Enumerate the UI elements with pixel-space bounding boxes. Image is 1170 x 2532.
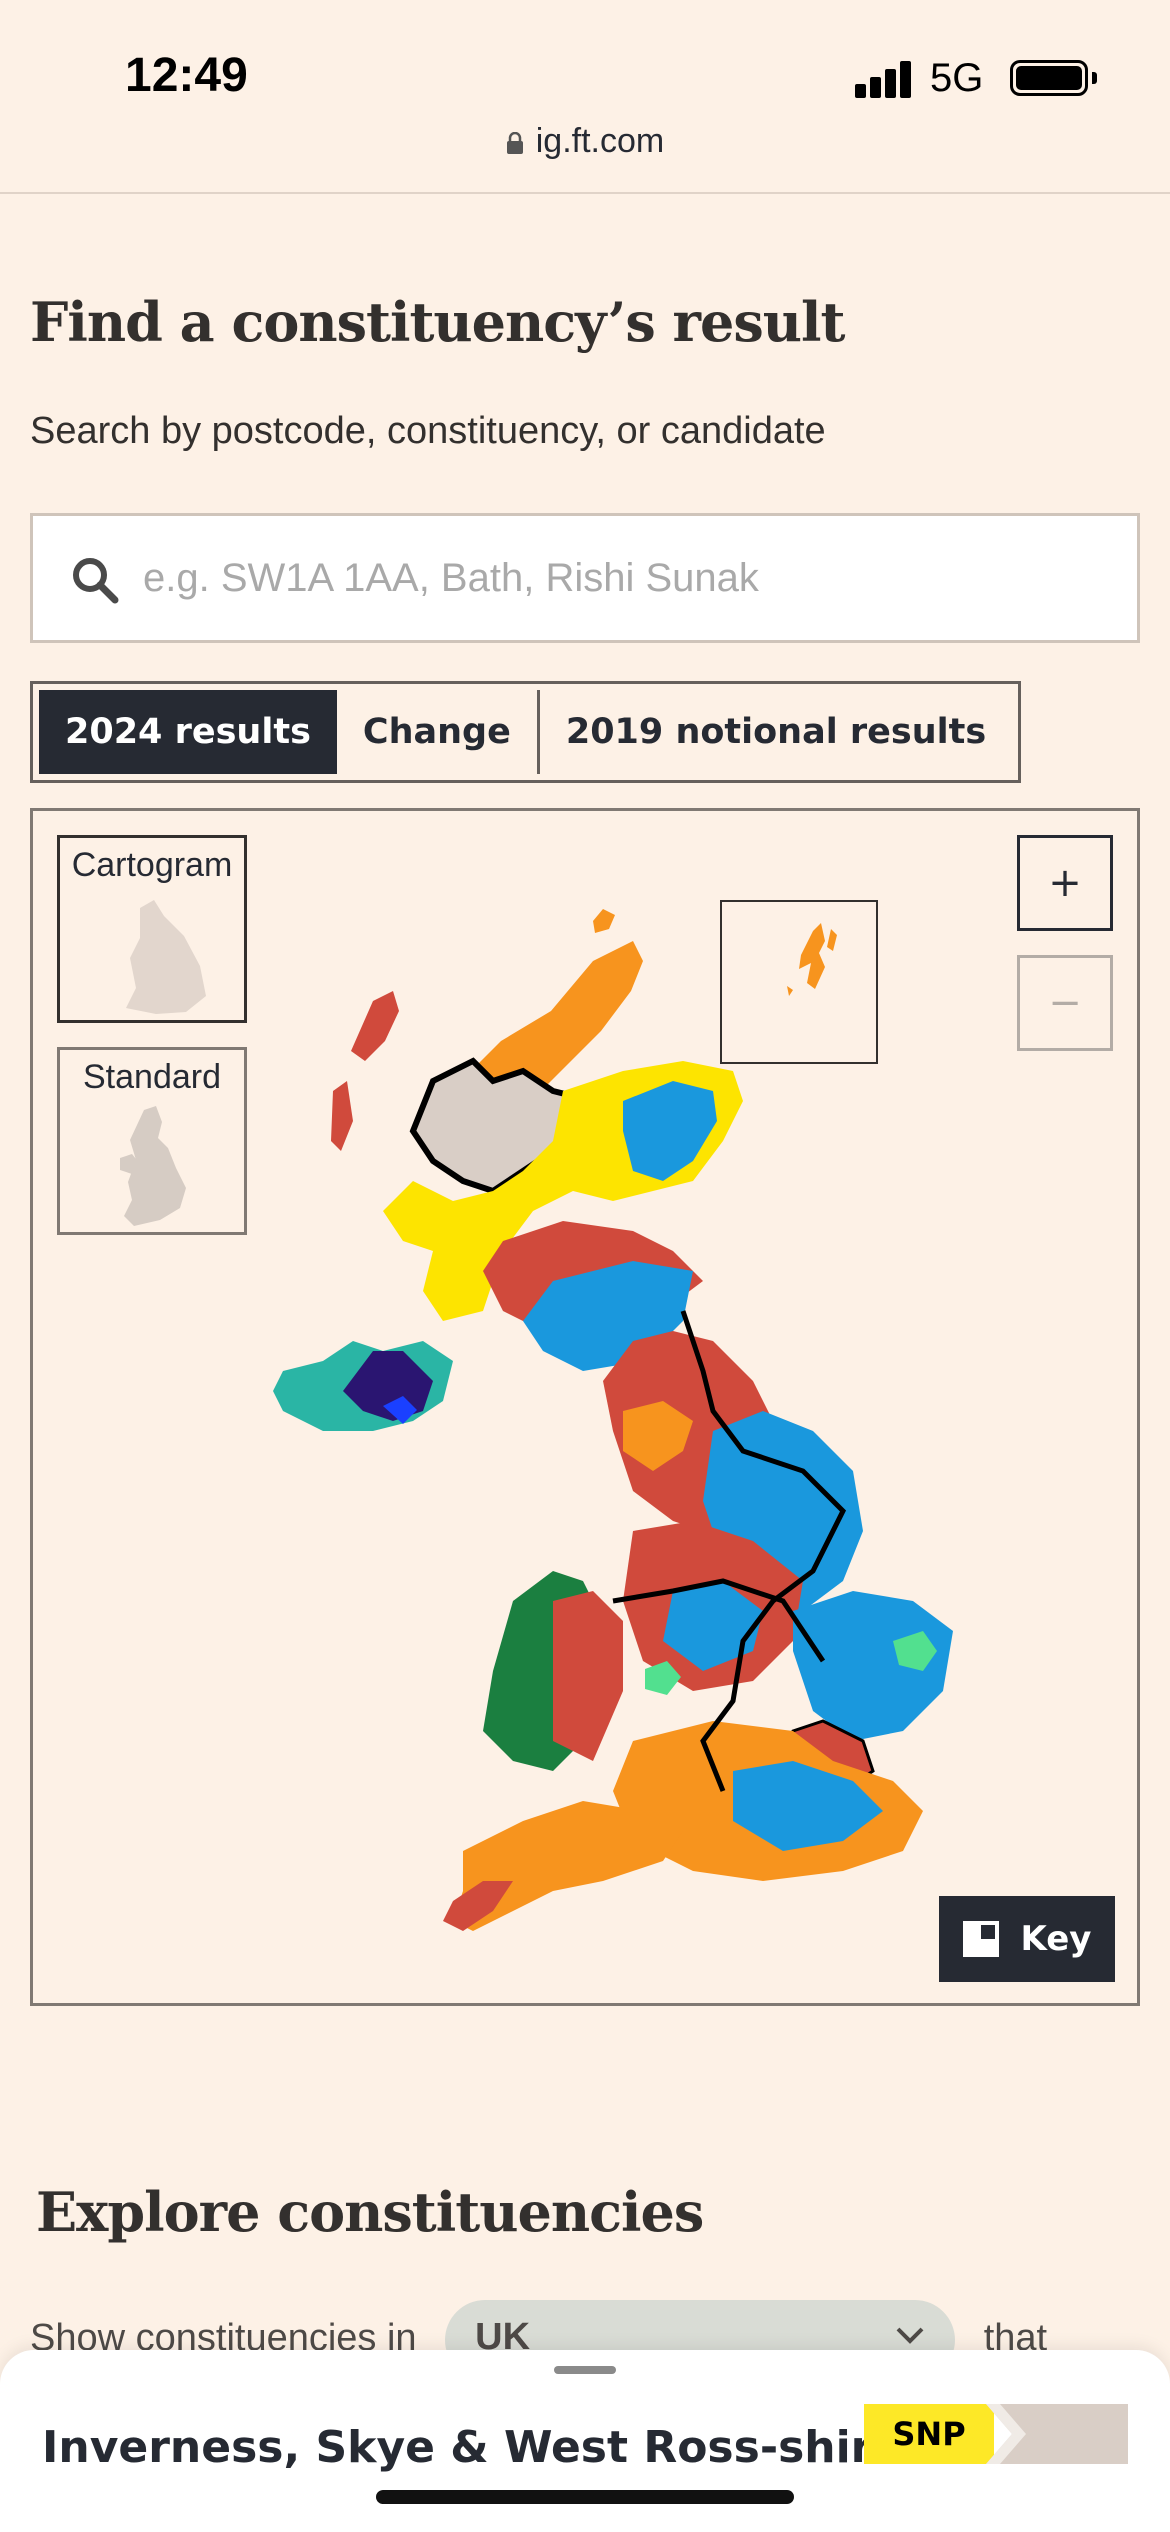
signal-icon [855, 58, 915, 98]
page-subtitle: Search by postcode, constituency, or can… [30, 410, 826, 452]
sheet-constituency-name: Inverness, Skye & West Ross-shire [42, 2422, 903, 2473]
region-western-isles[interactable] [331, 991, 399, 1151]
tab-change[interactable]: Change [362, 712, 511, 752]
region-north-libdem[interactable] [623, 1401, 693, 1471]
cartogram-thumbnail-icon [126, 900, 206, 1014]
chevron-down-icon [896, 2327, 924, 2344]
search-icon [73, 558, 119, 604]
search-box[interactable] [30, 513, 1140, 643]
region-west-midlands[interactable] [663, 1581, 763, 1671]
header-divider [0, 192, 1170, 194]
region-boundary-line [680, 1310, 847, 1792]
region-green-seat[interactable] [645, 1661, 681, 1695]
battery-icon [1010, 60, 1088, 96]
region-south-conservative[interactable] [733, 1761, 883, 1851]
map-panel[interactable]: Cartogram Standard + − Key [30, 808, 1140, 2006]
battery-tip [1092, 72, 1097, 84]
orkney-islands[interactable] [593, 909, 615, 933]
network-label: 5G [930, 56, 984, 100]
sheet-drag-handle[interactable] [554, 2366, 616, 2374]
region-boundary-line-2 [612, 1578, 826, 1663]
page-title: Find a constituency’s result [30, 290, 845, 354]
key-button[interactable]: Key [939, 1896, 1115, 1982]
standard-view-button[interactable]: Standard [57, 1047, 247, 1235]
home-indicator [376, 2490, 794, 2504]
url-bar[interactable]: ig.ft.com [0, 122, 1170, 161]
shetland-inset-frame [720, 900, 878, 1064]
party-result-arrow [986, 2404, 1128, 2464]
zoom-out-button[interactable]: − [1017, 955, 1113, 1051]
region-cornwall[interactable] [443, 1881, 513, 1931]
region-south-wales[interactable] [553, 1591, 623, 1761]
cartogram-view-button[interactable]: Cartogram [57, 835, 247, 1023]
uk-results-map[interactable] [33, 811, 1140, 2006]
tab-separator [536, 690, 540, 774]
region-east-england[interactable] [793, 1591, 953, 1741]
status-time: 12:49 [125, 49, 248, 102]
region-east-green[interactable] [893, 1631, 937, 1671]
status-bar: 12:49 5G [0, 0, 1170, 130]
region-north-east-scotland[interactable] [623, 1081, 717, 1181]
url-text: ig.ft.com [535, 122, 665, 160]
tab-2024-results[interactable]: 2024 results [39, 690, 337, 774]
zoom-in-button[interactable]: + [1017, 835, 1113, 931]
cartogram-label: Cartogram [71, 846, 233, 884]
key-label: Key [1020, 1919, 1092, 1959]
standard-thumbnail-icon [120, 1106, 186, 1226]
search-input[interactable] [143, 516, 1103, 640]
standard-label: Standard [83, 1058, 221, 1096]
region-south-west[interactable] [453, 1801, 683, 1931]
lock-icon [506, 132, 523, 154]
key-icon [962, 1921, 999, 1957]
explore-title: Explore constituencies [36, 2180, 704, 2244]
constituency-bottom-sheet[interactable]: Inverness, Skye & West Ross-shire SNP [0, 2350, 1170, 2532]
region-ni-alliance[interactable] [383, 1396, 417, 1424]
party-badge: SNP [864, 2404, 994, 2464]
tab-2019-notional[interactable]: 2019 notional results [565, 712, 987, 752]
shetland-islands[interactable] [787, 923, 837, 996]
results-tabs: 2024 results Change 2019 notional result… [30, 681, 1022, 783]
